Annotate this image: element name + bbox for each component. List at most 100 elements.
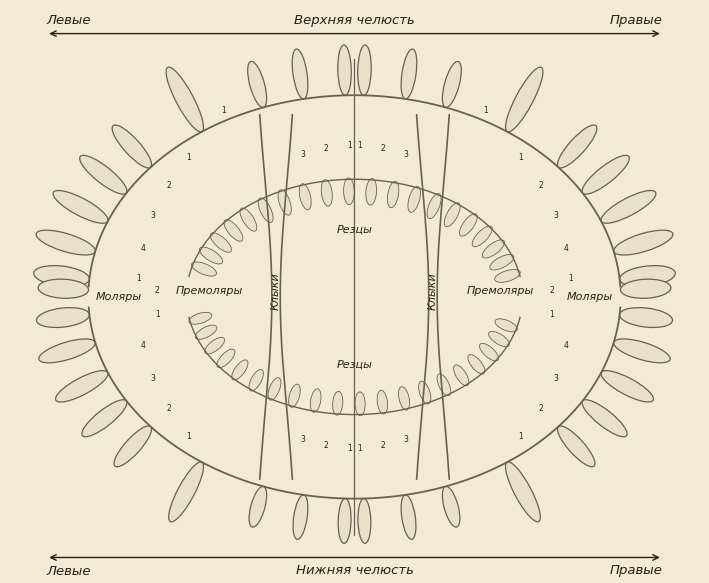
Text: Нижняя челюсть: Нижняя челюсть <box>296 564 413 578</box>
Ellipse shape <box>468 354 485 374</box>
Ellipse shape <box>82 400 127 437</box>
Text: 4: 4 <box>564 244 569 252</box>
Ellipse shape <box>495 319 518 332</box>
Text: 1: 1 <box>357 141 362 150</box>
Ellipse shape <box>582 400 627 437</box>
Text: 1: 1 <box>186 432 191 441</box>
Text: 4: 4 <box>140 244 145 252</box>
Ellipse shape <box>289 384 301 408</box>
Text: 3: 3 <box>553 374 558 383</box>
Ellipse shape <box>321 180 333 206</box>
Text: 3: 3 <box>553 211 558 220</box>
Ellipse shape <box>490 254 514 270</box>
Ellipse shape <box>442 61 462 107</box>
Ellipse shape <box>472 226 492 247</box>
Ellipse shape <box>34 266 89 287</box>
Text: Левые: Левые <box>46 13 91 27</box>
Ellipse shape <box>445 203 460 227</box>
Ellipse shape <box>249 370 263 391</box>
Text: 1: 1 <box>357 444 362 452</box>
Text: 2: 2 <box>323 441 328 450</box>
Text: 1: 1 <box>347 444 352 452</box>
Ellipse shape <box>205 338 225 354</box>
Text: 1: 1 <box>136 273 140 283</box>
Text: 2: 2 <box>323 144 328 153</box>
Text: 4: 4 <box>140 341 145 350</box>
Ellipse shape <box>408 187 420 212</box>
Text: 1: 1 <box>518 432 523 441</box>
Text: 1: 1 <box>483 106 488 115</box>
Ellipse shape <box>217 349 235 368</box>
Text: Правые: Правые <box>610 564 663 578</box>
Ellipse shape <box>358 45 372 96</box>
Text: Левые: Левые <box>46 564 91 578</box>
Ellipse shape <box>620 266 675 287</box>
Ellipse shape <box>191 262 216 276</box>
Text: 4: 4 <box>564 341 569 350</box>
Ellipse shape <box>442 486 460 527</box>
Ellipse shape <box>366 178 376 205</box>
Text: 2: 2 <box>381 441 386 450</box>
Ellipse shape <box>258 198 273 223</box>
Ellipse shape <box>249 486 267 527</box>
Ellipse shape <box>355 392 365 416</box>
Text: Правые: Правые <box>610 13 663 27</box>
Ellipse shape <box>582 155 630 194</box>
Ellipse shape <box>299 184 311 210</box>
Text: 1: 1 <box>549 310 554 319</box>
Text: 1: 1 <box>569 273 573 283</box>
Text: Премоляры: Премоляры <box>467 286 534 296</box>
Ellipse shape <box>38 279 89 298</box>
Text: 3: 3 <box>151 374 156 383</box>
Ellipse shape <box>401 495 416 539</box>
Text: 2: 2 <box>155 286 160 294</box>
Ellipse shape <box>36 308 89 328</box>
Ellipse shape <box>53 191 108 223</box>
Ellipse shape <box>114 426 152 467</box>
Ellipse shape <box>557 426 595 467</box>
Ellipse shape <box>311 389 321 412</box>
Ellipse shape <box>333 391 343 415</box>
Ellipse shape <box>39 339 95 363</box>
Ellipse shape <box>344 178 354 205</box>
Ellipse shape <box>169 462 203 522</box>
Ellipse shape <box>620 279 671 298</box>
Text: 2: 2 <box>166 404 171 413</box>
Text: 3: 3 <box>151 211 156 220</box>
Text: 2: 2 <box>166 181 171 189</box>
Text: 1: 1 <box>347 141 352 150</box>
Text: 1: 1 <box>155 310 160 319</box>
Text: Резцы: Резцы <box>337 359 372 369</box>
Ellipse shape <box>614 339 670 363</box>
Ellipse shape <box>36 230 95 255</box>
Ellipse shape <box>459 214 477 236</box>
Text: Резцы: Резцы <box>337 224 372 235</box>
Ellipse shape <box>293 495 308 539</box>
Ellipse shape <box>387 181 399 208</box>
Ellipse shape <box>55 371 108 402</box>
Ellipse shape <box>240 208 257 231</box>
Ellipse shape <box>247 61 267 107</box>
Ellipse shape <box>232 360 248 380</box>
Text: Премоляры: Премоляры <box>175 286 242 296</box>
Ellipse shape <box>377 391 388 414</box>
Text: 2: 2 <box>381 144 386 153</box>
Text: Верхняя челюсть: Верхняя челюсть <box>294 13 415 27</box>
Text: 1: 1 <box>186 153 191 162</box>
Ellipse shape <box>614 230 673 255</box>
Ellipse shape <box>506 67 543 132</box>
Ellipse shape <box>166 67 203 132</box>
Text: 2: 2 <box>538 404 543 413</box>
Ellipse shape <box>338 498 351 543</box>
Ellipse shape <box>292 49 308 99</box>
Ellipse shape <box>418 381 431 404</box>
Text: Клыки: Клыки <box>271 272 281 310</box>
Text: 2: 2 <box>549 286 554 294</box>
Ellipse shape <box>620 308 673 328</box>
Ellipse shape <box>401 49 417 99</box>
Ellipse shape <box>79 155 127 194</box>
Text: 3: 3 <box>301 150 305 159</box>
Ellipse shape <box>489 331 510 347</box>
Ellipse shape <box>337 45 351 96</box>
Ellipse shape <box>427 194 441 219</box>
